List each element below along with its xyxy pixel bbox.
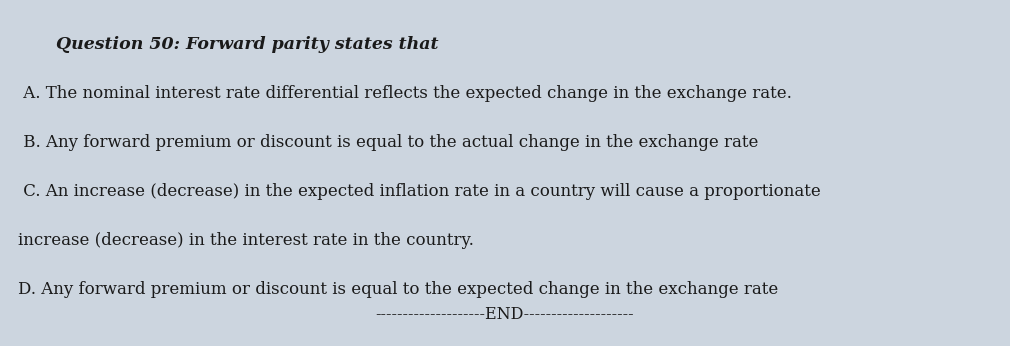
Text: increase (decrease) in the interest rate in the country.: increase (decrease) in the interest rate… <box>18 232 474 249</box>
Text: D. Any forward premium or discount is equal to the expected change in the exchan: D. Any forward premium or discount is eq… <box>18 281 779 298</box>
Text: A. The nominal interest rate differential reflects the expected change in the ex: A. The nominal interest rate differentia… <box>18 85 792 102</box>
Text: Question 50: Forward parity states that: Question 50: Forward parity states that <box>56 36 438 53</box>
Text: --------------------END--------------------: --------------------END-----------------… <box>376 306 634 323</box>
Text: B. Any forward premium or discount is equal to the actual change in the exchange: B. Any forward premium or discount is eq… <box>18 134 759 151</box>
Text: C. An increase (decrease) in the expected inflation rate in a country will cause: C. An increase (decrease) in the expecte… <box>18 183 821 200</box>
